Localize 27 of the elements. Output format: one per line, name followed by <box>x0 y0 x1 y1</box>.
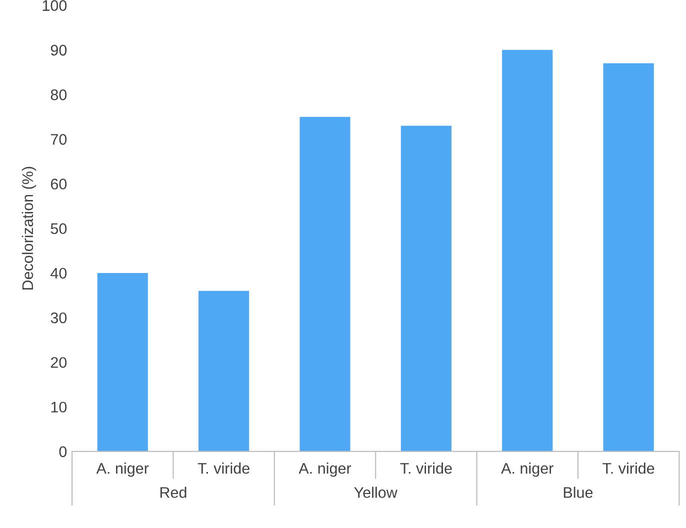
y-tick-label: 90 <box>50 44 67 56</box>
x-tick-label: A. niger <box>501 462 554 477</box>
y-tick-label: 70 <box>50 134 67 145</box>
text: Yellow <box>354 486 398 498</box>
bar <box>198 290 250 452</box>
y-tick-label: 40 <box>50 268 67 279</box>
x-tick-label: T. viride <box>400 462 452 474</box>
y-axis-title: Decolorization (%) <box>22 166 36 290</box>
x-tick-label: A. niger <box>96 462 149 477</box>
y-tick-label: 100 <box>42 0 67 11</box>
x-tick-label: A. niger <box>298 462 352 477</box>
text: Red <box>160 486 186 498</box>
text: Blue <box>564 486 593 498</box>
y-tick-label: 50 <box>50 223 67 234</box>
y-tick-label: 30 <box>50 312 67 324</box>
y-tick-label: 60 <box>50 178 67 190</box>
bar <box>97 272 148 452</box>
y-tick-label: 20 <box>50 357 67 368</box>
bar <box>603 63 654 452</box>
bar <box>502 50 553 452</box>
y-tick-label: 0 <box>59 446 67 458</box>
x-tick-label: T. viride <box>198 462 250 474</box>
bar <box>400 126 452 452</box>
y-tick-label: 10 <box>51 402 67 413</box>
bar <box>300 116 350 452</box>
x-tick-label: T. viride <box>602 462 654 474</box>
y-tick-label: 80 <box>50 89 67 100</box>
